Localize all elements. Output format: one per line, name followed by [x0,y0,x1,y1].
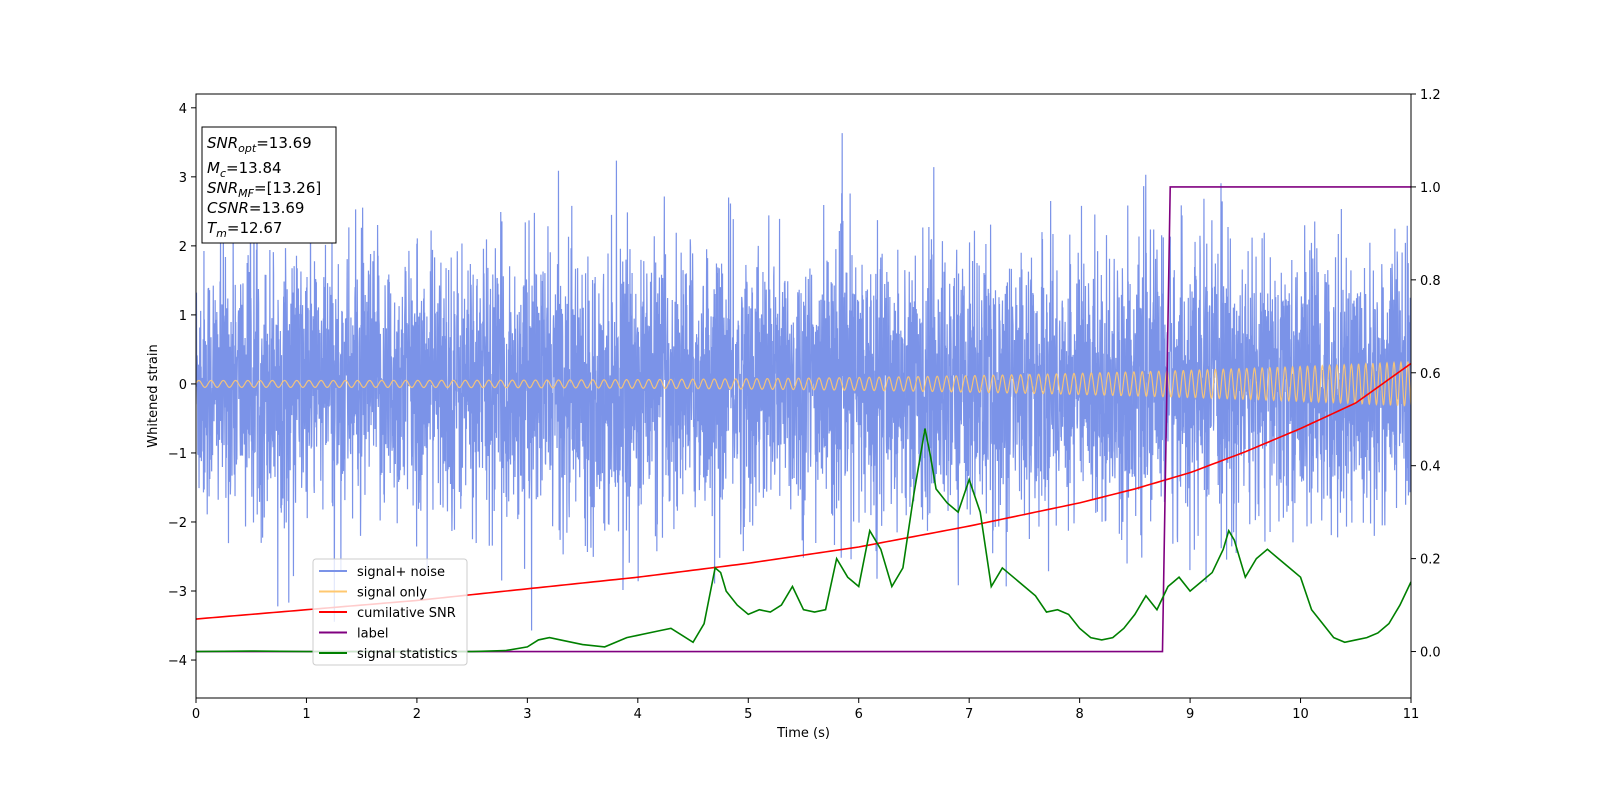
info-tm: Tm=12.67 [207,219,282,240]
series-signal-noise [196,133,1411,631]
y2-tick-label: 0.4 [1420,460,1441,475]
info-box-frame [201,126,337,244]
x-tick-label: 5 [744,707,752,722]
y-tick-label: −1 [168,447,187,462]
legend: signal+ noise signal only cumilative SNR la… [312,558,468,666]
y2-tick-label: 0.8 [1420,274,1441,289]
legend-entry: signal only [357,586,427,601]
legend-entry: signal+ noise [357,565,445,580]
y-tick-label: −4 [168,654,187,669]
y-tick-label: −2 [168,516,187,531]
y-tick-label: −3 [168,585,187,600]
axes-layer: 0 1 2 3 4 5 6 7 8 9 10 11 −4 −3 −2 −1 0 1 2 3 4 0.0 0.2 0.4 0.6 0… [168,88,1441,722]
y-axis-label: Whitened strain [146,344,161,447]
x-tick-label: 4 [634,707,642,722]
x-tick-label: 10 [1292,707,1309,722]
series-signal-only [196,360,1411,407]
legend-entry: cumilative SNR [357,606,456,621]
x-tick-label: 7 [965,707,973,722]
plot-frame [195,93,1412,699]
y2-tick-label: 1.2 [1420,88,1441,103]
x-tick-label: 1 [302,707,310,722]
series-label [196,186,1411,653]
y-tick-label: 0 [179,378,187,393]
y-tick-label: 1 [179,309,187,324]
y-tick-label: 4 [179,102,187,117]
y2-tick-label: 0.6 [1420,367,1441,382]
legend-entry: signal statistics [357,647,458,662]
x-tick-label: 8 [1075,707,1083,722]
legend-entry: label [357,627,388,642]
info-snr-opt: SNRopt=13.69 [207,134,312,155]
x-axis-label: Time (s) [776,726,830,741]
x-tick-label: 3 [523,707,531,722]
x-tick-label: 2 [413,707,421,722]
x-tick-label: 6 [855,707,863,722]
y2-tick-label: 0.0 [1420,646,1441,661]
y-tick-label: 3 [179,171,187,186]
series-signal-statistics [196,428,1411,653]
info-snr-mf: SNRMF=[13.26] [207,179,321,200]
y-tick-label: 2 [179,240,187,255]
info-box: SNRopt=13.69 Mc=13.84 SNRMF=[13.26] CSNR… [201,126,337,244]
x-tick-label: 9 [1186,707,1194,722]
y2-tick-label: 0.2 [1420,553,1441,568]
y2-tick-label: 1.0 [1420,181,1441,196]
legend-frame [312,558,468,666]
x-tick-label: 0 [192,707,200,722]
info-mc: Mc=13.84 [207,159,282,180]
info-csnr: CSNR=13.69 [207,199,304,217]
x-tick-label: 11 [1403,707,1420,722]
